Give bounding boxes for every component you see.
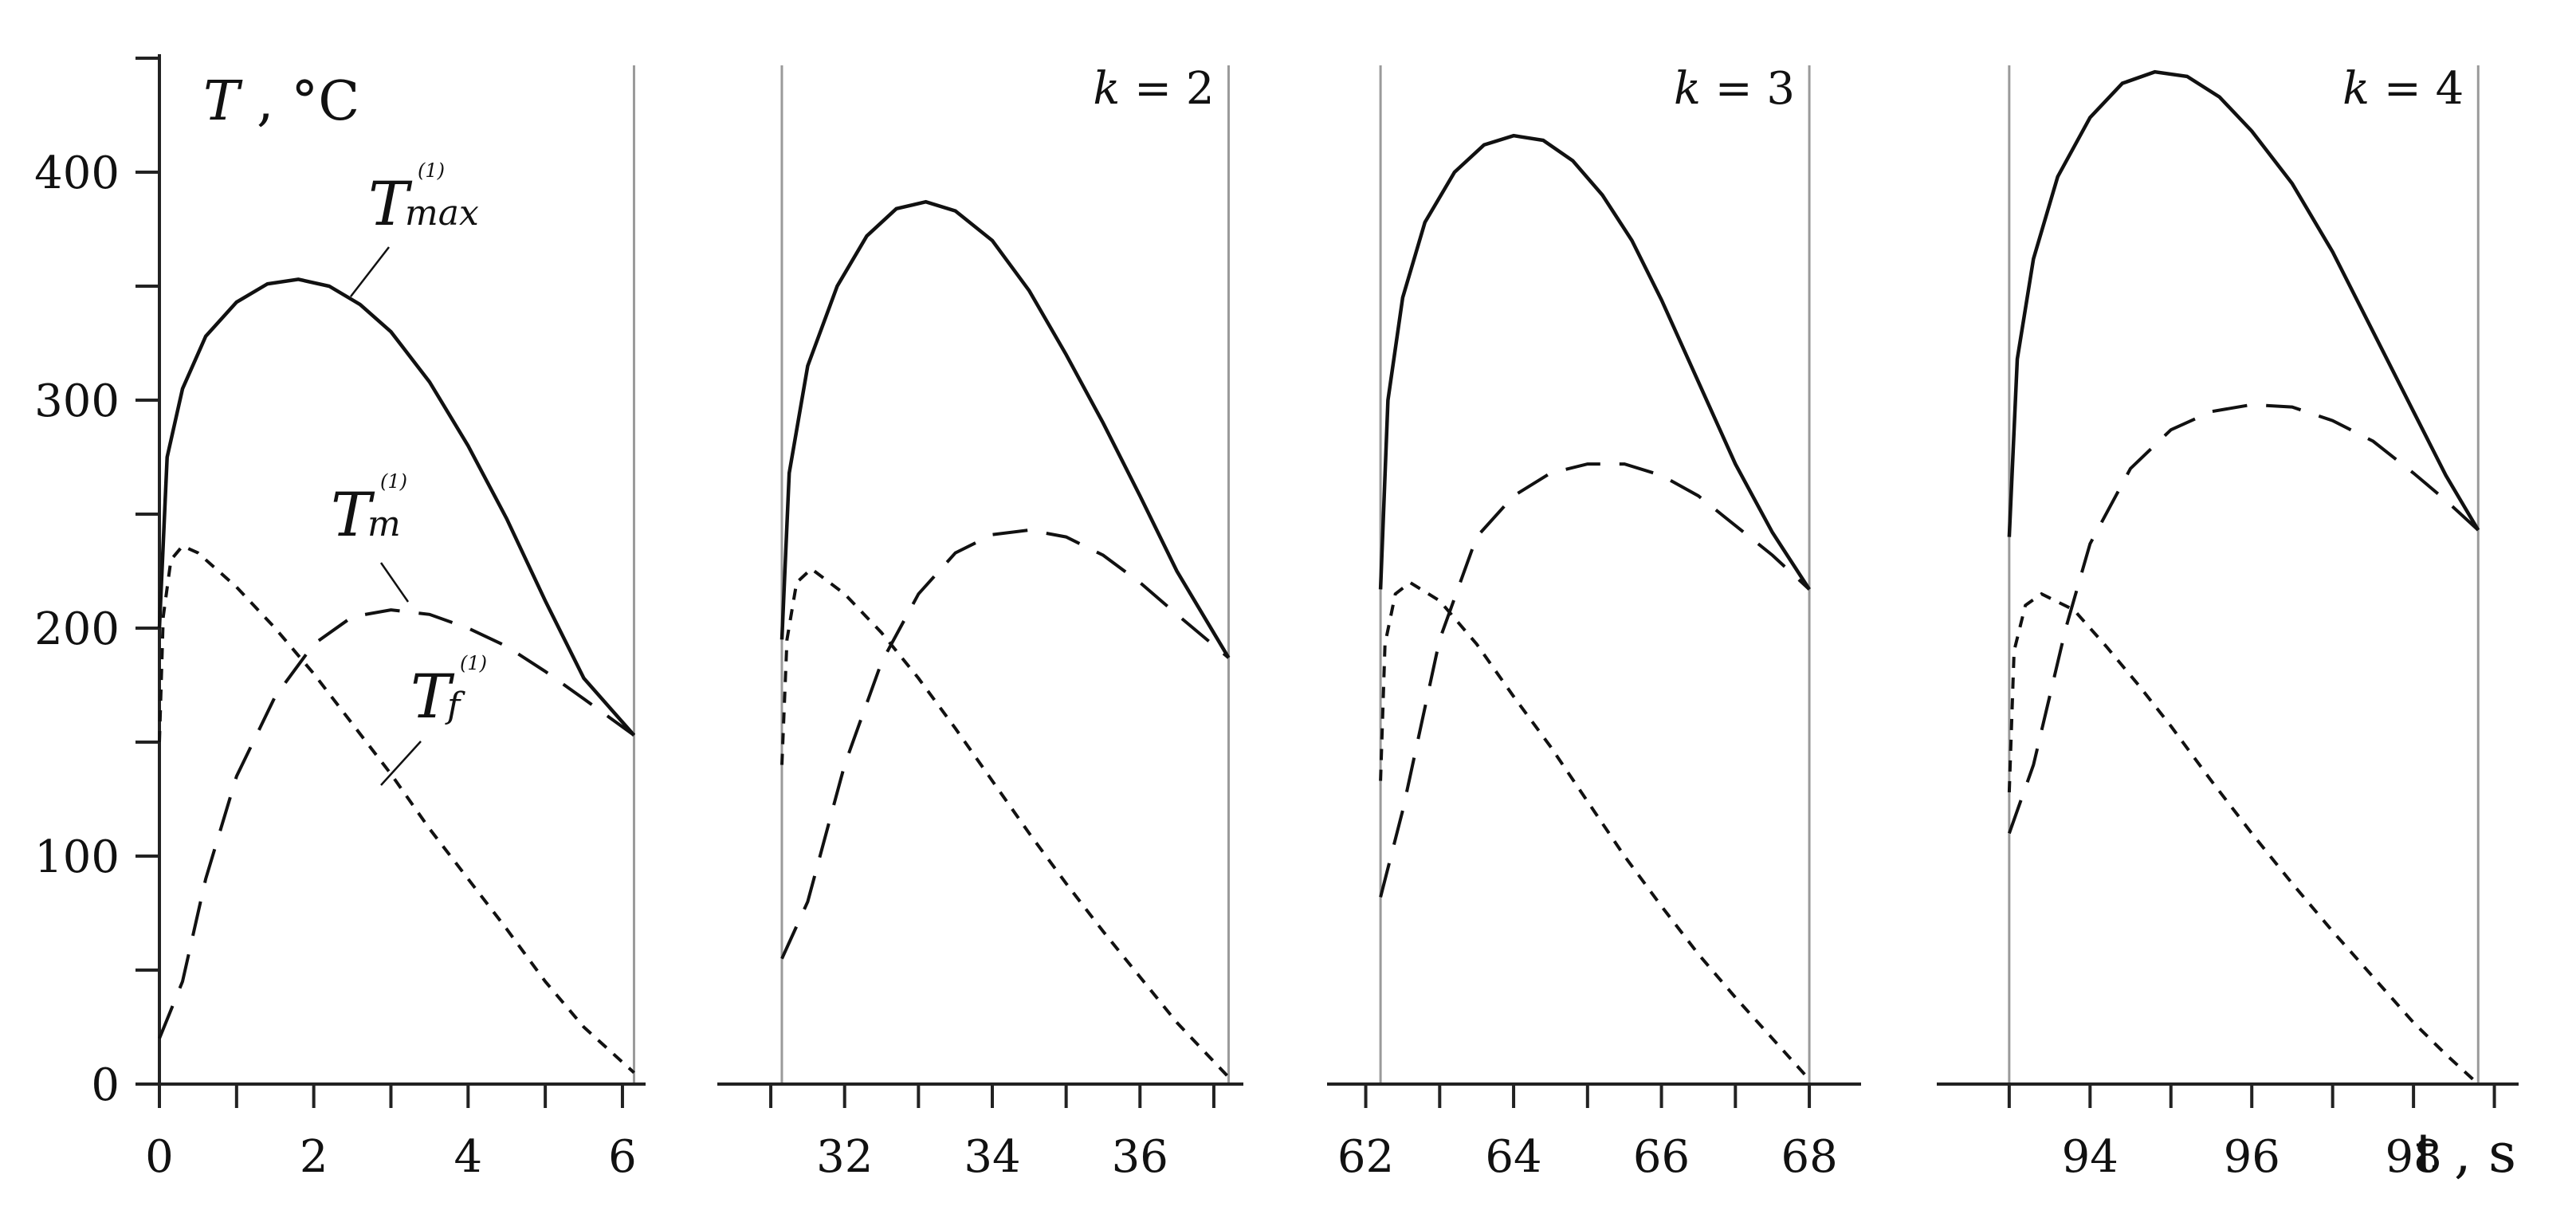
curve-label-tf: T (1) f xyxy=(410,652,487,732)
x-tick-label: 94 xyxy=(2062,1131,2119,1183)
series-line-tmax xyxy=(779,199,1231,659)
series-line-tmax xyxy=(1378,133,1811,591)
curve-label-tm: T (1) m xyxy=(331,470,407,550)
curve-label-tmax: T (1) max xyxy=(368,159,479,239)
x-tick-label: 64 xyxy=(1485,1131,1541,1183)
series-line-tm xyxy=(2008,403,2480,835)
x-tick-label: 68 xyxy=(1781,1131,1837,1183)
y-tick-label: 300 xyxy=(34,375,120,427)
y-axis-title: T , °C xyxy=(203,70,359,133)
x-tick-label: 0 xyxy=(145,1131,174,1183)
panel-label: k = 4 xyxy=(2342,63,2464,115)
panel-label: k = 3 xyxy=(1674,63,1795,115)
series-line-tm xyxy=(158,608,635,1039)
panel-3: 62 64 66 68 k = 3 xyxy=(1327,63,1861,1183)
panel-label: k = 2 xyxy=(1093,63,1214,115)
chart-panels: 0 2 4 6 0 100 200 300 400 T , °CT (1) max T (1) m T (1) f… xyxy=(34,54,2519,1183)
annotation-leader-tm xyxy=(379,562,410,603)
series-line-tmax xyxy=(2007,69,2480,537)
y-tick-label: 100 xyxy=(34,831,120,883)
x-tick-label: 4 xyxy=(454,1131,482,1183)
y-tick-label: 0 xyxy=(91,1059,120,1111)
series-line-tmax xyxy=(157,277,636,737)
x-tick-label: 62 xyxy=(1337,1131,1394,1183)
x-tick-label: 36 xyxy=(1112,1131,1168,1183)
x-tick-label: 2 xyxy=(300,1131,328,1183)
x-axis-title: t , s xyxy=(2415,1122,2516,1185)
series-line-tf xyxy=(2007,591,2480,1086)
annotation-leader-tmax xyxy=(350,246,390,297)
series-line-tf xyxy=(780,566,1230,1079)
x-tick-label: 32 xyxy=(816,1131,873,1183)
series-line-tm xyxy=(780,528,1230,960)
panel-2: 32 34 36 k = 2 xyxy=(717,63,1243,1183)
x-tick-label: 96 xyxy=(2224,1131,2280,1183)
annotation-leader-tf xyxy=(380,741,422,786)
x-tick-label: 66 xyxy=(1633,1131,1690,1183)
x-tick-label: 98 xyxy=(2385,1131,2441,1183)
panel-4: 94 96 98 k = 4 xyxy=(1937,63,2519,1183)
x-tick-label: 34 xyxy=(964,1131,1020,1183)
series-line-tm xyxy=(1379,462,1811,898)
panel-1: 0 2 4 6 0 100 200 300 400 T , °CT (1) max T (1) m T (1) f xyxy=(34,54,646,1183)
y-tick-label: 200 xyxy=(34,603,120,655)
y-tick-label: 400 xyxy=(34,147,120,199)
series-line-tf xyxy=(158,544,635,1075)
series-line-tf xyxy=(1379,580,1811,1081)
x-tick-label: 6 xyxy=(608,1131,637,1183)
